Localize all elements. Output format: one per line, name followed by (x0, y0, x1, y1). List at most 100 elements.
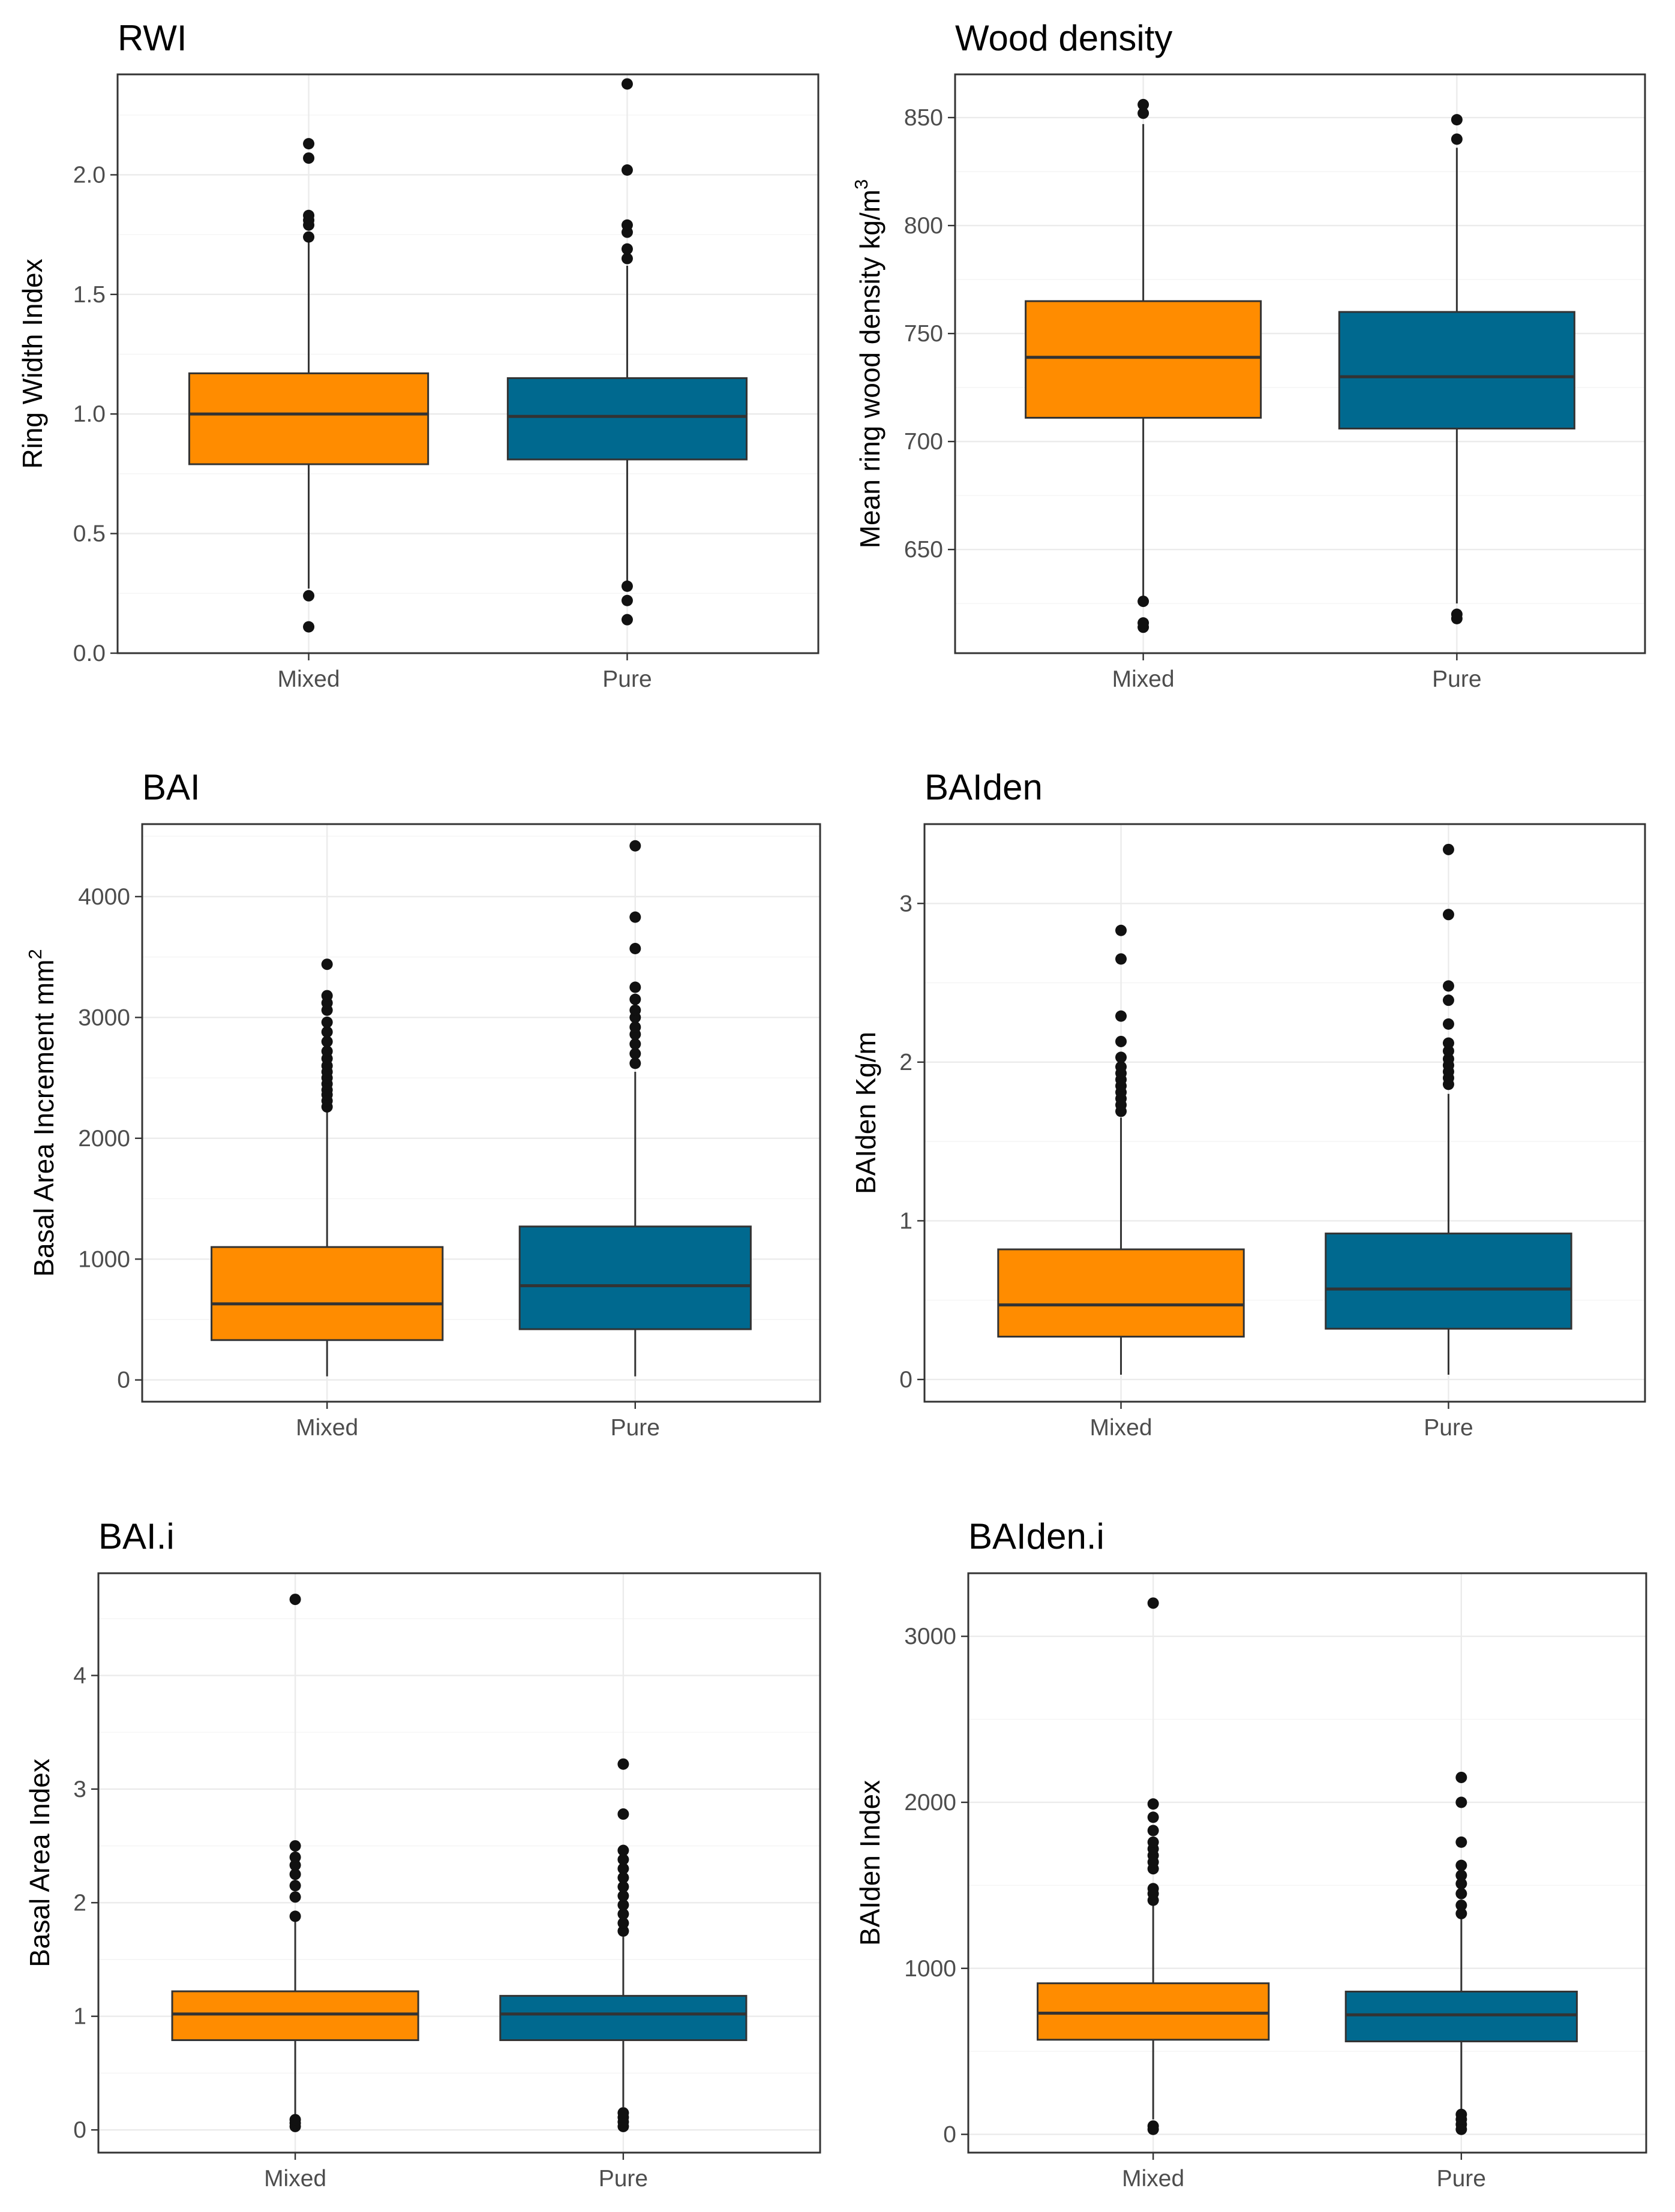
y-tick-label: 2.0 (73, 162, 106, 188)
y-tick-label: 1000 (904, 1956, 956, 1982)
outlier-point (1147, 1798, 1159, 1810)
plot-frame (116, 73, 820, 654)
iqr-box (1344, 1991, 1578, 2043)
outlier-point (629, 1038, 641, 1050)
outlier-point (617, 1853, 629, 1865)
iqr-box (188, 372, 430, 465)
box-pure (1325, 843, 1572, 1375)
iqr-box (1325, 1233, 1572, 1330)
outlier-point (621, 243, 633, 255)
outlier-point (289, 1880, 301, 1892)
outlier-point (321, 1036, 333, 1048)
panel-title: BAIden (924, 767, 1043, 807)
outlier-point (1442, 909, 1454, 921)
outlier-point (303, 231, 315, 243)
iqr-box (506, 377, 748, 461)
outlier-point (1137, 107, 1149, 119)
y-axis-label-superscript: 3 (851, 179, 872, 190)
outlier-point (289, 1910, 301, 1922)
outlier-point (289, 1868, 301, 1880)
panel-2: 650 700 750 800 850 Mixed Pure Wood density Mean… (851, 18, 1646, 692)
outlier-point (629, 840, 641, 852)
x-tick-label: Mixed (1122, 2166, 1184, 2192)
box-mixed (1025, 98, 1262, 633)
y-axis-label: Basal Area Index (24, 1759, 55, 1967)
box-pure (1338, 114, 1575, 624)
outlier-point (303, 209, 315, 221)
outlier-point (1115, 924, 1127, 936)
plot-frame (923, 823, 1646, 1403)
outlier-point (617, 1872, 629, 1884)
outlier-point (1451, 114, 1463, 126)
y-tick-label: 2 (73, 1890, 86, 1916)
outlier-point (1455, 1907, 1467, 1919)
outlier-point (289, 1594, 301, 1606)
outlier-point (1442, 1053, 1454, 1065)
outlier-point (617, 1925, 629, 1937)
panel-title: BAI.i (98, 1516, 175, 1556)
plot-frame (967, 1572, 1647, 2154)
x-tick-label: Mixed (1090, 1415, 1152, 1441)
iqr-box (171, 1990, 419, 2041)
y-tick-label: 1.5 (73, 282, 106, 308)
outlier-point (303, 590, 315, 602)
panel-4: 0 1 2 3 Mixed Pure BAIden BAIden Kg/m (850, 767, 1646, 1441)
iqr-box (518, 1225, 752, 1330)
y-tick-label: 0 (117, 1368, 130, 1393)
y-axis-label: Ring Width Index (17, 259, 48, 468)
outlier-point (1147, 1811, 1159, 1823)
outlier-point (1147, 1836, 1159, 1848)
outlier-point (1147, 1597, 1159, 1609)
outlier-point (1455, 1888, 1467, 1900)
box-pure (1344, 1771, 1578, 2135)
x-tick-label: Mixed (278, 666, 340, 692)
plot-frame (954, 73, 1646, 654)
box-mixed (211, 958, 444, 1377)
y-axis-label-text: Basal Area Index (24, 1759, 55, 1967)
iqr-box (1037, 1982, 1270, 2041)
outlier-point (1137, 617, 1149, 629)
y-tick-label: 3 (73, 1777, 86, 1802)
outlier-point (617, 1908, 629, 1920)
y-tick-label: 3000 (78, 1005, 130, 1030)
panel-1: 0.0 0.5 1.0 1.5 2.0 Mixed Pure RWI Ring Width In… (17, 18, 820, 692)
outlier-point (1147, 1825, 1159, 1837)
outlier-point (289, 1852, 301, 1864)
y-axis-label: BAIden Index (854, 1780, 885, 1946)
outlier-point (1442, 1037, 1454, 1049)
outlier-point (1115, 953, 1127, 965)
panel-title: BAIden.i (968, 1516, 1104, 1556)
iqr-box (1025, 300, 1262, 419)
outlier-point (1451, 133, 1463, 145)
y-tick-label: 850 (904, 105, 943, 131)
outlier-point (1455, 1796, 1467, 1808)
outlier-point (621, 580, 633, 592)
outlier-point (629, 911, 641, 923)
x-tick-label: Pure (599, 2166, 648, 2192)
box-mixed (1037, 1597, 1270, 2135)
panel-title: Wood density (955, 18, 1172, 58)
y-axis-label-text: BAIden Index (854, 1780, 885, 1946)
outlier-point (629, 1004, 641, 1016)
iqr-box (499, 1995, 748, 2041)
outlier-point (617, 1881, 629, 1893)
y-tick-label: 0 (899, 1367, 912, 1393)
outlier-point (1455, 2108, 1467, 2120)
y-tick-label: 0.5 (73, 521, 106, 547)
outlier-point (621, 614, 633, 626)
outlier-point (303, 152, 315, 164)
outlier-point (617, 1844, 629, 1856)
y-tick-label: 4000 (78, 884, 130, 910)
outlier-point (621, 78, 633, 90)
outlier-point (621, 219, 633, 231)
panel-title: RWI (118, 18, 187, 58)
y-axis-label: Mean ring wood density kg/m3 (851, 179, 885, 549)
y-tick-label: 700 (904, 429, 943, 455)
y-tick-label: 1000 (78, 1246, 130, 1272)
panel-6: 0 1000 2000 3000 Mixed Pure BAIden.i BAIden Ind… (854, 1516, 1647, 2192)
outlier-point (621, 594, 633, 606)
outlier-point (1137, 596, 1149, 608)
outlier-point (1455, 1859, 1467, 1871)
outlier-point (617, 1758, 629, 1770)
